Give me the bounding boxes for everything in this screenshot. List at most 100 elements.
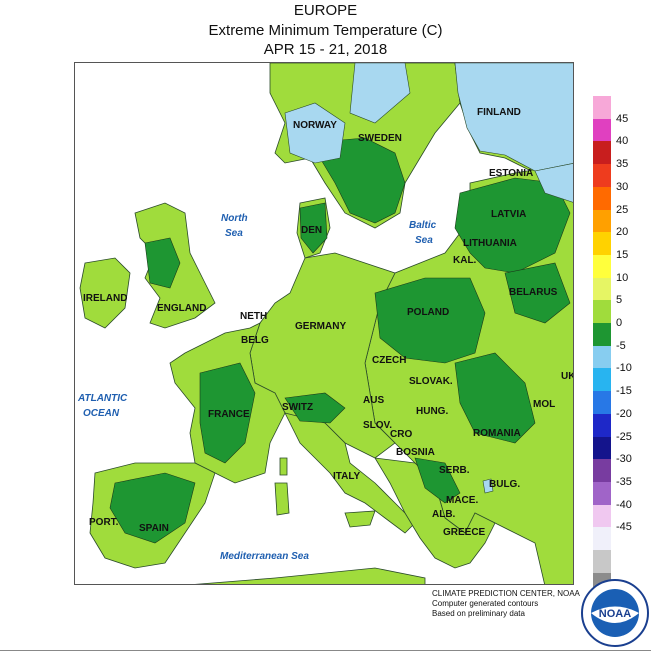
label-baltic-sea-1: Baltic — [409, 220, 437, 231]
legend-swatch — [593, 413, 611, 437]
legend-tick-label: 45 — [616, 112, 629, 125]
label-slovak: SLOVAK. — [409, 376, 453, 387]
land-ireland — [79, 257, 131, 329]
legend-swatch — [593, 436, 611, 460]
legend-swatch — [593, 232, 611, 256]
label-finland: FINLAND — [477, 107, 521, 118]
legend-swatch — [593, 96, 611, 120]
label-latvia: LATVIA — [491, 209, 526, 220]
label-belarus: BELARUS — [509, 287, 558, 298]
legend-swatch — [593, 481, 611, 506]
legend-tick-label: -20 — [616, 407, 632, 420]
credit-line-2: Computer generated contours — [432, 599, 539, 608]
label-north-sea-1: North — [221, 213, 248, 224]
legend-swatch — [593, 323, 611, 347]
zone-poland-dark — [374, 277, 486, 364]
map-region-title: EUROPE — [293, 2, 358, 19]
legend-swatch — [593, 141, 611, 165]
label-belg: BELG — [241, 335, 269, 346]
legend-tick-label: 30 — [616, 180, 629, 193]
label-greece: GREECE — [443, 527, 486, 538]
credits: CLIMATE PREDICTION CENTER, NOAA Computer… — [432, 589, 580, 619]
legend-tick-label: -25 — [616, 430, 632, 443]
noaa-logo: NOAA — [580, 578, 650, 648]
legend-swatch — [593, 209, 611, 233]
legend-tick-label: 40 — [616, 135, 629, 148]
label-mace: MACE. — [446, 495, 478, 506]
label-switz: SWITZ — [282, 402, 313, 413]
label-lithuania: LITHUANIA — [463, 238, 517, 249]
legend-swatch — [593, 186, 611, 210]
label-poland: POLAND — [407, 307, 449, 318]
zone-estonia-cold — [534, 163, 573, 203]
label-spain: SPAIN — [139, 523, 169, 534]
legend-swatch — [593, 277, 611, 301]
label-den: DEN — [301, 225, 322, 236]
legend-swatch — [593, 504, 611, 528]
legend-swatch — [593, 345, 611, 369]
label-north-sea-2: Sea — [225, 228, 243, 239]
legend-tick-label: 20 — [616, 226, 629, 239]
label-france: FRANCE — [208, 409, 250, 420]
label-neth: NETH — [240, 311, 267, 322]
legend-tick-label: 15 — [616, 248, 629, 261]
zone-finland-cold — [454, 63, 573, 172]
zone-alps-dark — [284, 392, 346, 424]
legend-tick-label: 35 — [616, 158, 629, 171]
label-ireland: IRELAND — [83, 293, 127, 304]
land-corsica — [279, 457, 288, 476]
map-svg: NORWAY SWEDEN FINLAND ESTONIA LATVIA LIT… — [77, 63, 574, 584]
legend-tick-label: -40 — [616, 498, 632, 511]
zone-belarus-dark — [504, 262, 571, 324]
zone-norway-cold — [284, 102, 346, 164]
zone-france-dark — [199, 362, 256, 464]
legend-swatch — [593, 391, 611, 415]
credit-line-3: Based on preliminary data — [432, 609, 525, 618]
label-bosnia: BOSNIA — [396, 447, 435, 458]
land-africa — [194, 567, 426, 584]
label-serb: SERB. — [439, 465, 470, 476]
zone-romania-dark — [454, 352, 536, 444]
temperature-map: NORWAY SWEDEN FINLAND ESTONIA LATVIA LIT… — [74, 62, 574, 585]
legend-tick-label: 5 — [616, 294, 623, 307]
label-atlantic-1: ATLANTIC — [77, 393, 128, 404]
label-slov: SLOV. — [363, 420, 392, 431]
label-uk: UK — [561, 371, 574, 382]
label-england: ENGLAND — [157, 303, 206, 314]
map-period-title: APR 15 - 21, 2018 — [263, 41, 388, 58]
legend-tick-label: -35 — [616, 475, 632, 488]
land-sardinia — [274, 482, 290, 516]
zone-denmark-dark — [299, 202, 328, 254]
label-mediterranean: Mediterranean Sea — [220, 551, 309, 562]
label-bulg: BULG. — [489, 479, 520, 490]
legend-swatch — [593, 527, 611, 551]
legend-swatch — [593, 550, 611, 574]
label-port: PORT. — [89, 517, 119, 528]
label-norway: NORWAY — [293, 120, 337, 131]
label-aus: AUS — [363, 395, 384, 406]
label-mol: MOL — [533, 399, 555, 410]
label-italy: ITALY — [333, 471, 361, 482]
legend-tick-label: 0 — [616, 317, 623, 329]
label-hung: HUNG. — [416, 406, 448, 417]
legend-swatch — [593, 459, 611, 483]
legend-tick-label: -45 — [616, 521, 632, 534]
legend-tick-label: -30 — [616, 453, 632, 466]
legend-tick-label: -15 — [616, 385, 632, 398]
legend-tick-label: -10 — [616, 362, 632, 375]
legend-tick-label: 10 — [616, 271, 629, 284]
label-germany: GERMANY — [295, 321, 346, 332]
zone-sweden-cold — [349, 63, 411, 124]
legend-tick-label: 25 — [616, 203, 629, 216]
label-baltic-sea-2: Sea — [415, 235, 433, 246]
label-alb: ALB. — [432, 509, 456, 520]
map-variable-title: Extreme Minimum Temperature (C) — [208, 22, 443, 39]
label-sweden: SWEDEN — [358, 133, 402, 144]
noaa-logo-text: NOAA — [599, 608, 631, 620]
label-czech: CZECH — [372, 355, 406, 366]
label-cro: CRO — [390, 429, 412, 440]
land-sicily — [344, 510, 376, 528]
legend-swatch — [593, 118, 611, 142]
legend-tick-label: -5 — [616, 339, 626, 352]
divider — [0, 650, 651, 651]
